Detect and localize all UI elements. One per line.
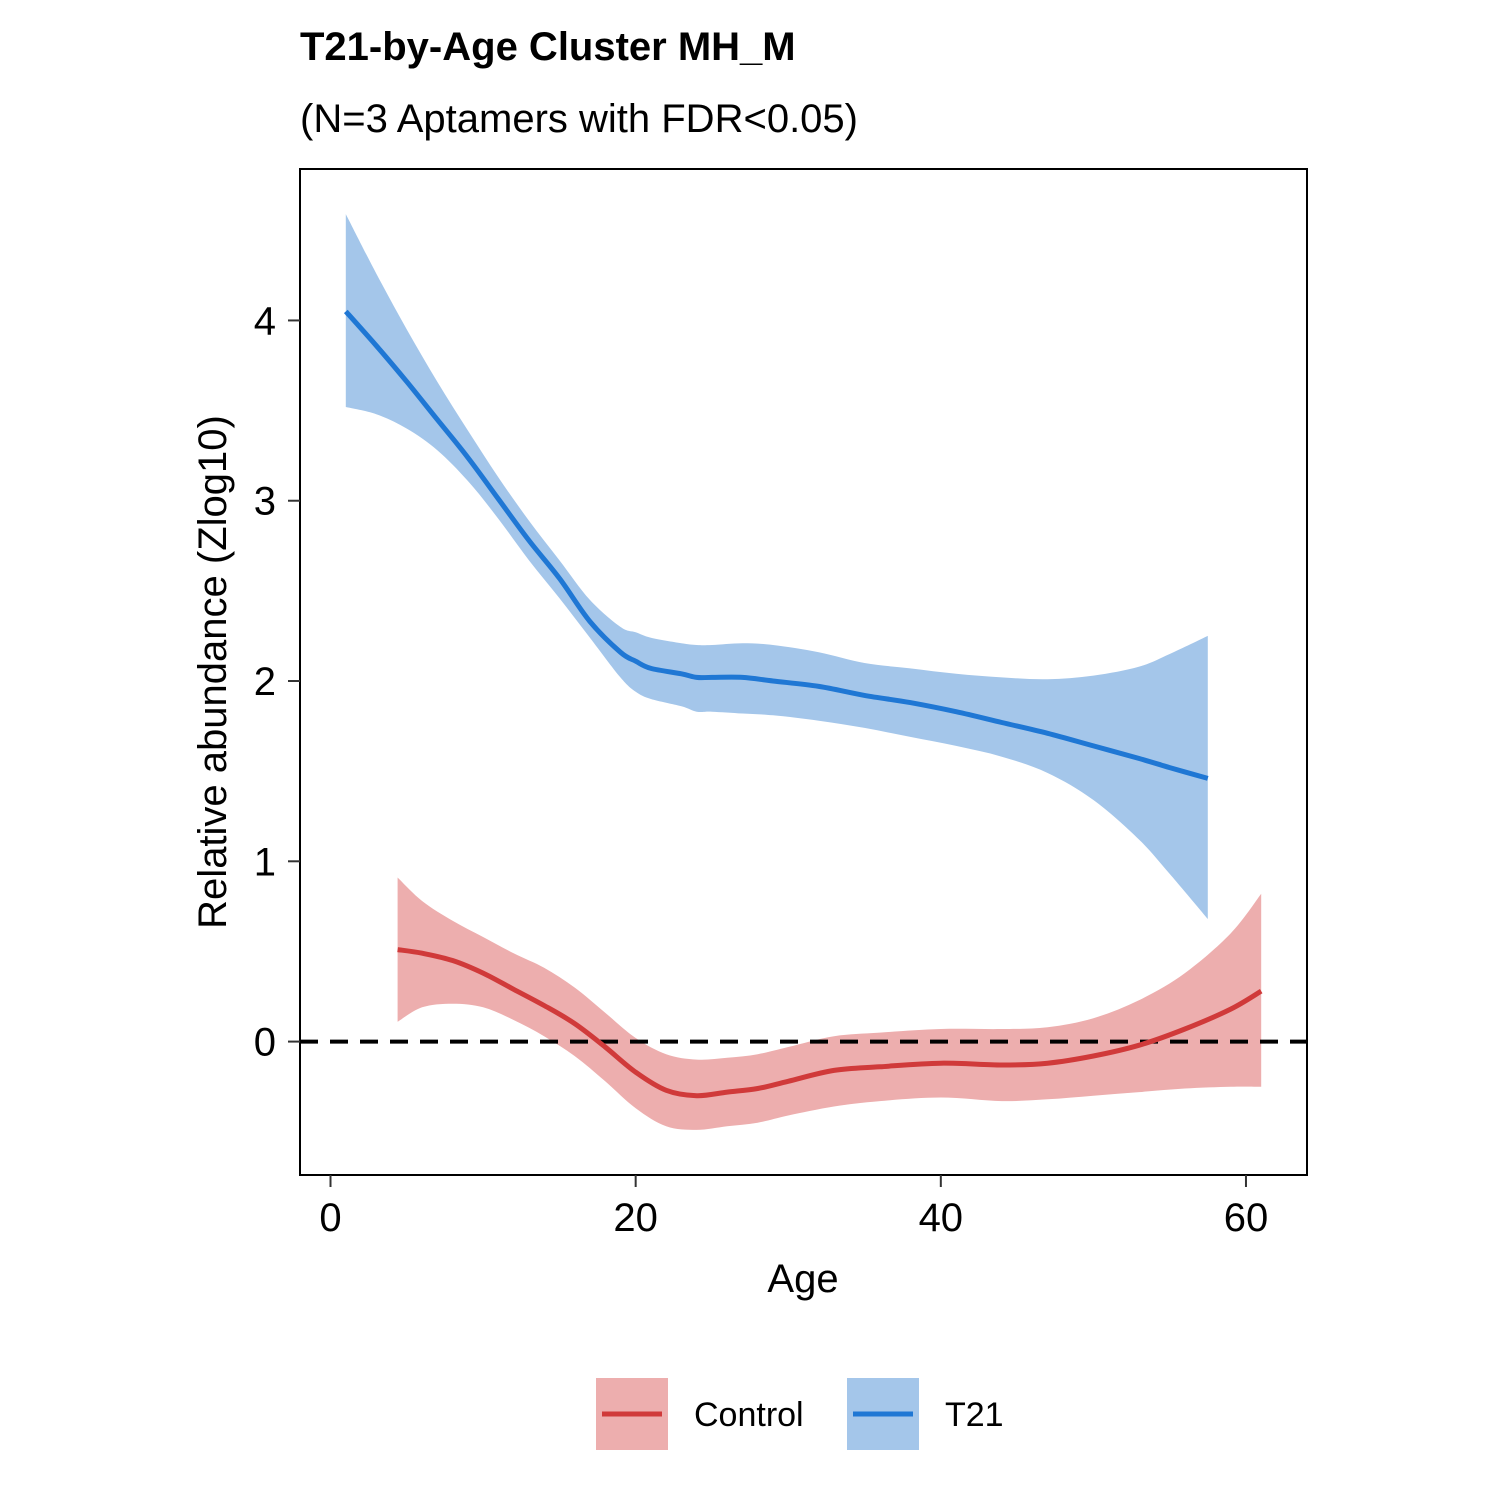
chart-subtitle: (N=3 Aptamers with FDR<0.05) [300,97,858,141]
line-control [397,947,1263,1099]
line-t21 [343,309,1209,781]
x-tick-label: 40 [919,1196,964,1240]
x-axis: 0 20 40 60 [319,1175,1268,1240]
y-axis: 0 1 2 3 4 [254,299,300,1065]
x-tick-label: 0 [319,1196,341,1240]
x-tick-label: 20 [613,1196,658,1240]
plot-border [299,168,1308,1176]
x-tick-label: 60 [1224,1196,1269,1240]
y-tick-label: 0 [254,1021,276,1065]
x-axis-title: Age [767,1257,838,1301]
y-axis-title: Relative abundance (Zlog10) [191,415,235,929]
legend-label-t21: T21 [945,1396,1004,1434]
legend: Control T21 [596,1378,1004,1450]
chart-title: T21-by-Age Cluster MH_M [300,25,796,69]
ribbon-control [397,877,1262,1130]
ribbon-t21 [345,214,1208,920]
y-tick-label: 4 [254,299,276,343]
y-tick-label: 3 [254,480,276,524]
plot-area [300,214,1307,1130]
y-tick-label: 2 [254,660,276,704]
legend-label-control: Control [694,1396,804,1434]
y-tick-label: 1 [254,840,276,884]
